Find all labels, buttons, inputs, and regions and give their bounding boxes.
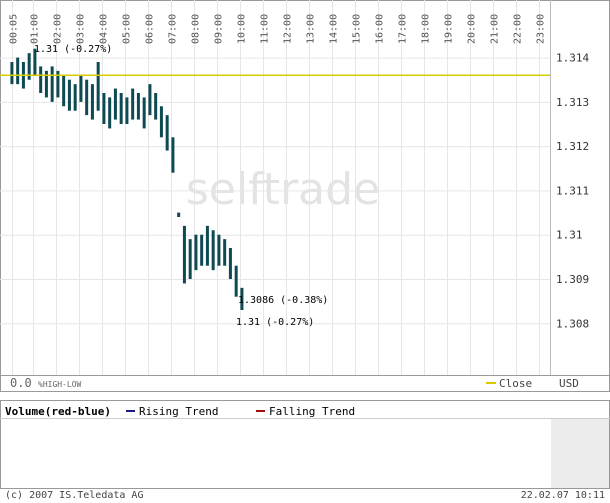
hilo-bar (125, 97, 129, 124)
x-tick-label: 07:00 (168, 14, 179, 44)
hilo-bar (39, 66, 43, 93)
hilo-bar (102, 93, 106, 124)
falling-trend: Falling Trend (269, 405, 355, 418)
footer-value: 0.0 (10, 376, 32, 390)
volume-axis-bg (551, 419, 609, 488)
x-tick-label: 11:00 (260, 14, 271, 44)
x-tick-label: 21:00 (490, 14, 501, 44)
x-tick-label: 10:00 (237, 14, 248, 44)
volume-title: Volume(red-blue) (5, 405, 111, 418)
footer-mode: %HIGH-LOW (38, 380, 82, 389)
x-tick-label: 14:00 (329, 14, 340, 44)
hilo-bar (177, 212, 181, 217)
hilo-bar (96, 62, 100, 111)
hilo-bar (73, 84, 77, 111)
hilo-bar (159, 106, 163, 138)
x-tick-label: 20:00 (467, 14, 478, 44)
hilo-bar (136, 93, 140, 120)
x-tick-label: 08:00 (191, 14, 202, 44)
hilo-bar (85, 79, 89, 116)
rising-trend: Rising Trend (139, 405, 218, 418)
hilo-bar (240, 287, 244, 310)
y-tick-label: 1.311 (556, 184, 589, 197)
x-tick-label: 00:05 (9, 14, 20, 44)
hilo-bar (67, 79, 71, 111)
hilo-bar (200, 234, 204, 266)
hilo-bar (154, 93, 158, 120)
x-tick-label: 23:00 (536, 14, 547, 44)
x-tick-label: 13:00 (306, 14, 317, 44)
volume-panel (0, 400, 610, 489)
hilo-bar (171, 137, 175, 173)
hilo-bar (228, 248, 232, 279)
copyright: (c) 2007 IS.Teledata AG (5, 490, 143, 501)
hilo-bar (10, 62, 14, 85)
hilo-bar (79, 75, 83, 102)
x-tick-label: 19:00 (444, 14, 455, 44)
hilo-bar (113, 88, 117, 120)
y-tick-label: 1.312 (556, 140, 589, 153)
annotation: 1.31 (-0.27%) (34, 44, 112, 55)
x-tick-label: 16:00 (375, 14, 386, 44)
hilo-bar (33, 48, 37, 76)
hilo-bar (148, 84, 152, 116)
hilo-bar (205, 225, 209, 266)
hilo-bar (16, 57, 20, 85)
hilo-bar (211, 230, 215, 271)
y-tick-label: 1.309 (556, 273, 589, 286)
x-tick-label: 12:00 (283, 14, 294, 44)
hilo-bar (194, 234, 198, 271)
y-tick-label: 1.314 (556, 52, 589, 65)
hilo-bar (182, 225, 186, 284)
y-tick-label: 1.308 (556, 317, 589, 330)
x-tick-label: 17:00 (398, 14, 409, 44)
x-tick-label: 09:00 (214, 14, 225, 44)
hilo-bar (27, 53, 31, 80)
x-tick-label: 02:00 (53, 14, 64, 44)
x-tick-label: 05:00 (122, 14, 133, 44)
x-tick-label: 18:00 (421, 14, 432, 44)
hilo-bar (90, 84, 94, 120)
hilo-bar (50, 66, 54, 102)
watermark: selftrade (186, 164, 380, 215)
currency: USD (559, 377, 579, 390)
hilo-bar (62, 75, 66, 107)
timestamp: 22.02.07 10:11 (521, 490, 605, 501)
hilo-bar (165, 115, 169, 151)
x-tick-label: 03:00 (76, 14, 87, 44)
close-legend: Close (499, 377, 532, 390)
hilo-bar (188, 239, 192, 279)
x-tick-label: 22:00 (513, 14, 524, 44)
hilo-bar (108, 97, 112, 129)
x-tick-label: 15:00 (352, 14, 363, 44)
hilo-bar (119, 93, 123, 124)
y-tick-label: 1.31 (556, 229, 583, 242)
hilo-bar (142, 97, 146, 129)
x-tick-label: 04:00 (99, 14, 110, 44)
annotation: 1.31 (-0.27%) (236, 317, 314, 328)
y-tick-label: 1.313 (556, 96, 589, 109)
hilo-bar (131, 88, 135, 120)
hilo-bar (223, 239, 227, 266)
x-tick-label: 01:00 (30, 14, 41, 44)
hilo-bar (217, 234, 221, 266)
hilo-bar (56, 70, 60, 98)
hilo-bar (234, 265, 238, 297)
hilo-bar (44, 70, 48, 98)
annotation: 1.3086 (-0.38%) (238, 295, 328, 306)
x-tick-label: 06:00 (145, 14, 156, 44)
